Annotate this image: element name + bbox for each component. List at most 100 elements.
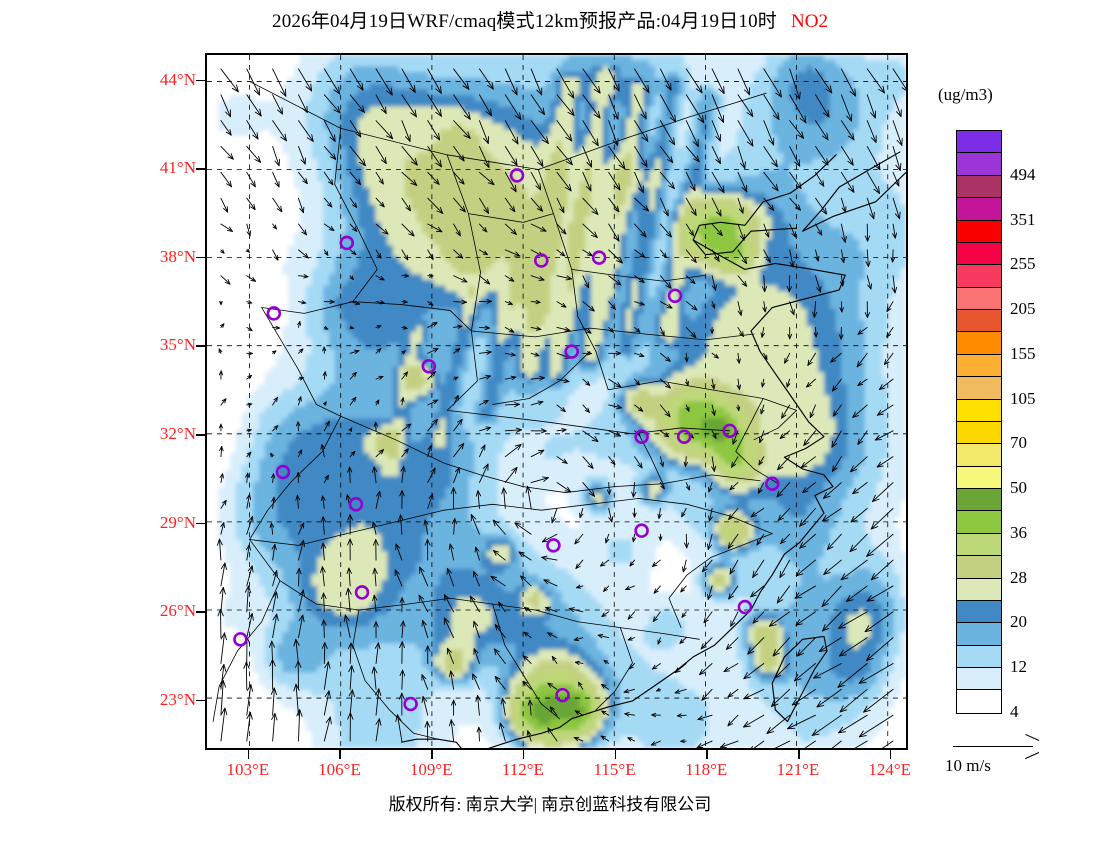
colorbar-tick-label: 205 — [1010, 299, 1036, 319]
colorbar-tick-label: 4 — [1010, 702, 1019, 721]
lat-tick-mark — [196, 433, 205, 436]
lat-tick-mark — [196, 611, 205, 613]
colorbar-tick-label: 105 — [1010, 388, 1036, 408]
lat-tick-mark — [196, 699, 205, 702]
colorbar-band — [957, 623, 1001, 646]
lon-tick-label: 109°E — [409, 760, 453, 779]
colorbar-band — [957, 556, 1001, 579]
city-marker[interactable] — [591, 250, 607, 265]
colorbar-band — [957, 533, 1001, 557]
city-marker[interactable] — [233, 632, 248, 647]
lon-tick-mark — [339, 750, 342, 759]
lon-tick-mark — [797, 750, 800, 759]
lat-tick-label: 32°N — [159, 423, 196, 443]
city-marker[interactable] — [348, 497, 364, 512]
copyright-notice: 版权所有: 南京大学| 南京创蓝科技有限公司 — [388, 795, 712, 814]
lat-tick-label: 35°N — [159, 335, 196, 355]
map-canvas — [207, 55, 906, 748]
city-marker[interactable] — [634, 429, 649, 444]
title-species-label: NO2 — [791, 11, 828, 32]
colorbar-band — [957, 444, 1001, 467]
colorbar-band — [957, 690, 1001, 713]
city-marker[interactable] — [509, 168, 525, 183]
lat-tick-mark — [196, 79, 205, 82]
city-marker[interactable] — [667, 288, 683, 304]
lat-tick-label: 44°N — [159, 69, 196, 89]
city-marker[interactable] — [555, 687, 570, 703]
city-marker[interactable] — [266, 306, 282, 321]
colorbar-band — [957, 489, 1001, 512]
lon-tick-mark — [522, 750, 525, 759]
city-marker[interactable] — [765, 476, 780, 491]
colorbar-tick-label: 50 — [1010, 478, 1027, 498]
lat-tick-mark — [196, 168, 205, 170]
lon-tick-label: 112°E — [501, 760, 544, 779]
lat-tick-label: 38°N — [159, 246, 196, 266]
colorbar-band — [957, 310, 1001, 333]
colorbar-tick-label: 351 — [1010, 209, 1036, 229]
lat-tick-label: 29°N — [159, 512, 196, 532]
city-marker[interactable] — [634, 523, 649, 538]
colorbar-band — [957, 668, 1001, 691]
colorbar-band — [957, 153, 1001, 176]
city-marker[interactable] — [421, 359, 437, 374]
city-marker[interactable] — [546, 538, 561, 553]
colorbar-band — [957, 354, 1001, 378]
lat-tick-label: 26°N — [159, 601, 196, 621]
lon-tick-mark — [431, 750, 433, 759]
colorbar-band — [957, 399, 1001, 422]
colorbar-tick-label: 20 — [1010, 612, 1027, 632]
city-marker[interactable] — [275, 464, 291, 480]
city-markers[interactable] — [233, 168, 780, 748]
colorbar-band — [957, 131, 1001, 154]
colorbar-tick-label: 12 — [1010, 657, 1027, 677]
lon-tick-label: 124°E — [868, 760, 911, 779]
wind-scale-label: 10 m/s — [945, 756, 991, 775]
lon-tick-mark — [247, 750, 250, 759]
forecast-map-plot[interactable] — [205, 53, 908, 750]
lon-tick-label: 115°E — [593, 760, 636, 779]
colorbar-tick-label: 70 — [1010, 433, 1027, 453]
colorbar-band — [957, 265, 1001, 288]
colorbar-band — [957, 220, 1001, 243]
colorbar-band — [957, 511, 1001, 534]
lat-tick-label: 23°N — [159, 689, 196, 709]
wind-scale-legend: 10 m/s — [945, 733, 1095, 776]
concentration-raster — [218, 55, 906, 748]
lon-tick-mark — [614, 750, 617, 759]
colorbar-band — [957, 645, 1001, 668]
colorbar-band — [957, 332, 1001, 355]
page-title: 2026年04月19日WRF/cmaq模式12km预报产品:04月19日10时 N… — [0, 6, 1100, 33]
city-marker[interactable] — [403, 696, 418, 712]
colorbar-tick-label: 494 — [1010, 164, 1036, 184]
colorbar-band — [957, 466, 1001, 489]
wind-arrow-icon — [953, 733, 1040, 760]
lat-tick-mark — [196, 256, 205, 259]
colorbar-units-label: (ug/m3) — [938, 85, 993, 104]
city-marker[interactable] — [339, 235, 355, 251]
lon-tick-mark — [889, 750, 892, 759]
lon-tick-label: 103°E — [226, 760, 270, 779]
colorbar-tick-label: 36 — [1010, 522, 1027, 542]
lat-tick-label: 41°N — [159, 158, 196, 178]
city-marker[interactable] — [354, 585, 370, 600]
colorbar-band — [957, 175, 1001, 199]
lon-tick-label: 106°E — [318, 760, 361, 779]
colorbar-band — [957, 198, 1001, 221]
city-marker[interactable] — [534, 253, 549, 268]
colorbar-tick-label: 255 — [1010, 254, 1036, 274]
colorbar-tick-label: 28 — [1010, 567, 1027, 587]
colorbar-band — [957, 578, 1001, 601]
city-marker[interactable] — [737, 599, 753, 615]
lat-tick-mark — [196, 345, 205, 347]
city-marker[interactable] — [722, 423, 737, 439]
city-marker[interactable] — [676, 429, 692, 444]
colorbar-band — [957, 287, 1001, 310]
colorbar-band — [957, 421, 1001, 445]
colorbar-band — [957, 242, 1001, 266]
colorbar-band — [957, 600, 1001, 624]
colorbar-band — [957, 377, 1001, 400]
lat-tick-mark — [196, 522, 205, 525]
colorbar[interactable] — [956, 130, 1002, 714]
city-marker[interactable] — [564, 344, 579, 359]
